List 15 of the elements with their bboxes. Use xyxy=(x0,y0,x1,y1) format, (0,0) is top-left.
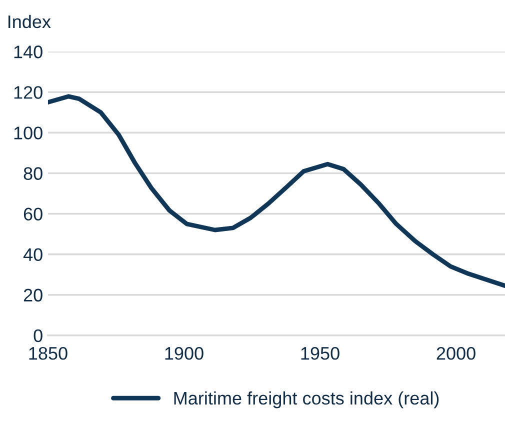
y-tick-label: 60 xyxy=(24,208,42,220)
y-tick-label: 80 xyxy=(24,167,42,180)
legend-label: Maritime freight costs index (real) xyxy=(174,391,439,408)
y-tick-label: 40 xyxy=(23,248,42,262)
x-tick-label: 1900 xyxy=(165,346,204,360)
y-tick-label: 20 xyxy=(24,288,42,302)
x-tick-label: 2000 xyxy=(436,346,476,360)
y-axis-title: Index xyxy=(8,14,51,28)
x-tick-label: 1950 xyxy=(301,346,340,360)
y-tick-label: 0 xyxy=(34,329,42,342)
y-tick-label: 120 xyxy=(14,86,42,99)
x-tick-label: 1850 xyxy=(29,346,68,360)
line-series xyxy=(48,94,505,288)
y-tick-label: 140 xyxy=(14,46,42,58)
y-tick-label: 100 xyxy=(14,126,42,140)
